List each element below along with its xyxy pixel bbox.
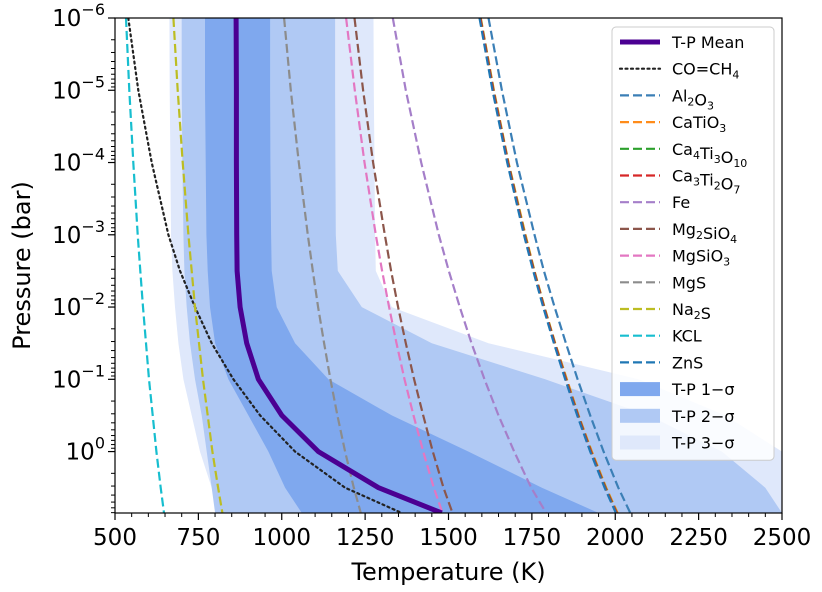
x-tick-label: 500 xyxy=(93,525,137,551)
y-tick-label: 100 xyxy=(66,434,105,466)
x-tick-label: 2500 xyxy=(753,525,812,551)
curve-zns xyxy=(478,18,617,513)
y-tick-label: 10−3 xyxy=(52,217,105,249)
legend-swatch xyxy=(620,435,660,450)
x-tick-label: 1500 xyxy=(419,525,478,551)
legend-label: T-P 3−σ xyxy=(671,434,735,453)
legend-label: Ca3Ti2O7 xyxy=(672,167,740,197)
x-tick-label: 1750 xyxy=(503,525,562,551)
tp-mean-layer xyxy=(233,18,443,513)
legend-label: Ca4Ti3O10 xyxy=(672,140,747,170)
y-axis-ticks: 10−6 10−5 10−4 10−3 10−2 10−1 100 xyxy=(52,0,115,514)
legend-label: ZnS xyxy=(672,353,703,372)
x-tick-label: 750 xyxy=(176,525,220,551)
legend-label: MgSiO3 xyxy=(672,247,730,269)
curve-mg2sio4 xyxy=(353,18,454,513)
x-tick-label: 2250 xyxy=(669,525,728,551)
legend-label: Fe xyxy=(672,193,690,212)
legend-label: T-P Mean xyxy=(671,33,744,52)
x-tick-label: 1000 xyxy=(252,525,311,551)
curve-na2s xyxy=(172,18,224,513)
tp-mean-line xyxy=(233,18,443,513)
y-tick-label: 10−5 xyxy=(52,72,105,104)
x-tick-label: 1250 xyxy=(336,525,395,551)
legend-swatch xyxy=(620,382,660,397)
legend-label: CaTiO3 xyxy=(672,113,726,135)
y-axis-label: Pressure (bar) xyxy=(8,181,36,350)
legend-swatch xyxy=(620,408,660,423)
curve-kcl xyxy=(124,18,166,513)
legend-label: Mg2SiO4 xyxy=(672,220,737,246)
legend-label: Al2O3 xyxy=(672,86,714,112)
y-tick-label: 10−1 xyxy=(52,361,105,393)
x-tick-label: 2000 xyxy=(586,525,645,551)
curve-mgs xyxy=(283,18,362,513)
x-axis-label: Temperature (K) xyxy=(350,558,545,586)
y-tick-label: 10−6 xyxy=(52,0,105,32)
legend-box xyxy=(611,26,775,461)
curve-co-ch4 xyxy=(127,18,403,513)
legend-label: KCL xyxy=(672,327,702,346)
legend-label: CO=CH4 xyxy=(672,60,739,82)
legend-label: Na2S xyxy=(672,300,711,323)
x-axis-ticks: 500 750 1000 1250 1500 1750 2000 2250 2500 xyxy=(93,513,811,551)
legend-label: MgS xyxy=(672,273,706,292)
y-tick-label: 10−2 xyxy=(52,289,105,321)
band-t-p-1 xyxy=(205,18,599,513)
curve-mgsio3 xyxy=(345,18,444,513)
legend-label: T-P 2−σ xyxy=(671,407,735,426)
condensation-curves xyxy=(124,18,632,513)
curve-al2o3 xyxy=(487,18,632,513)
curve-fe xyxy=(391,18,548,513)
legend-label: T-P 1−σ xyxy=(671,380,735,399)
y-tick-label: 10−4 xyxy=(52,145,105,177)
